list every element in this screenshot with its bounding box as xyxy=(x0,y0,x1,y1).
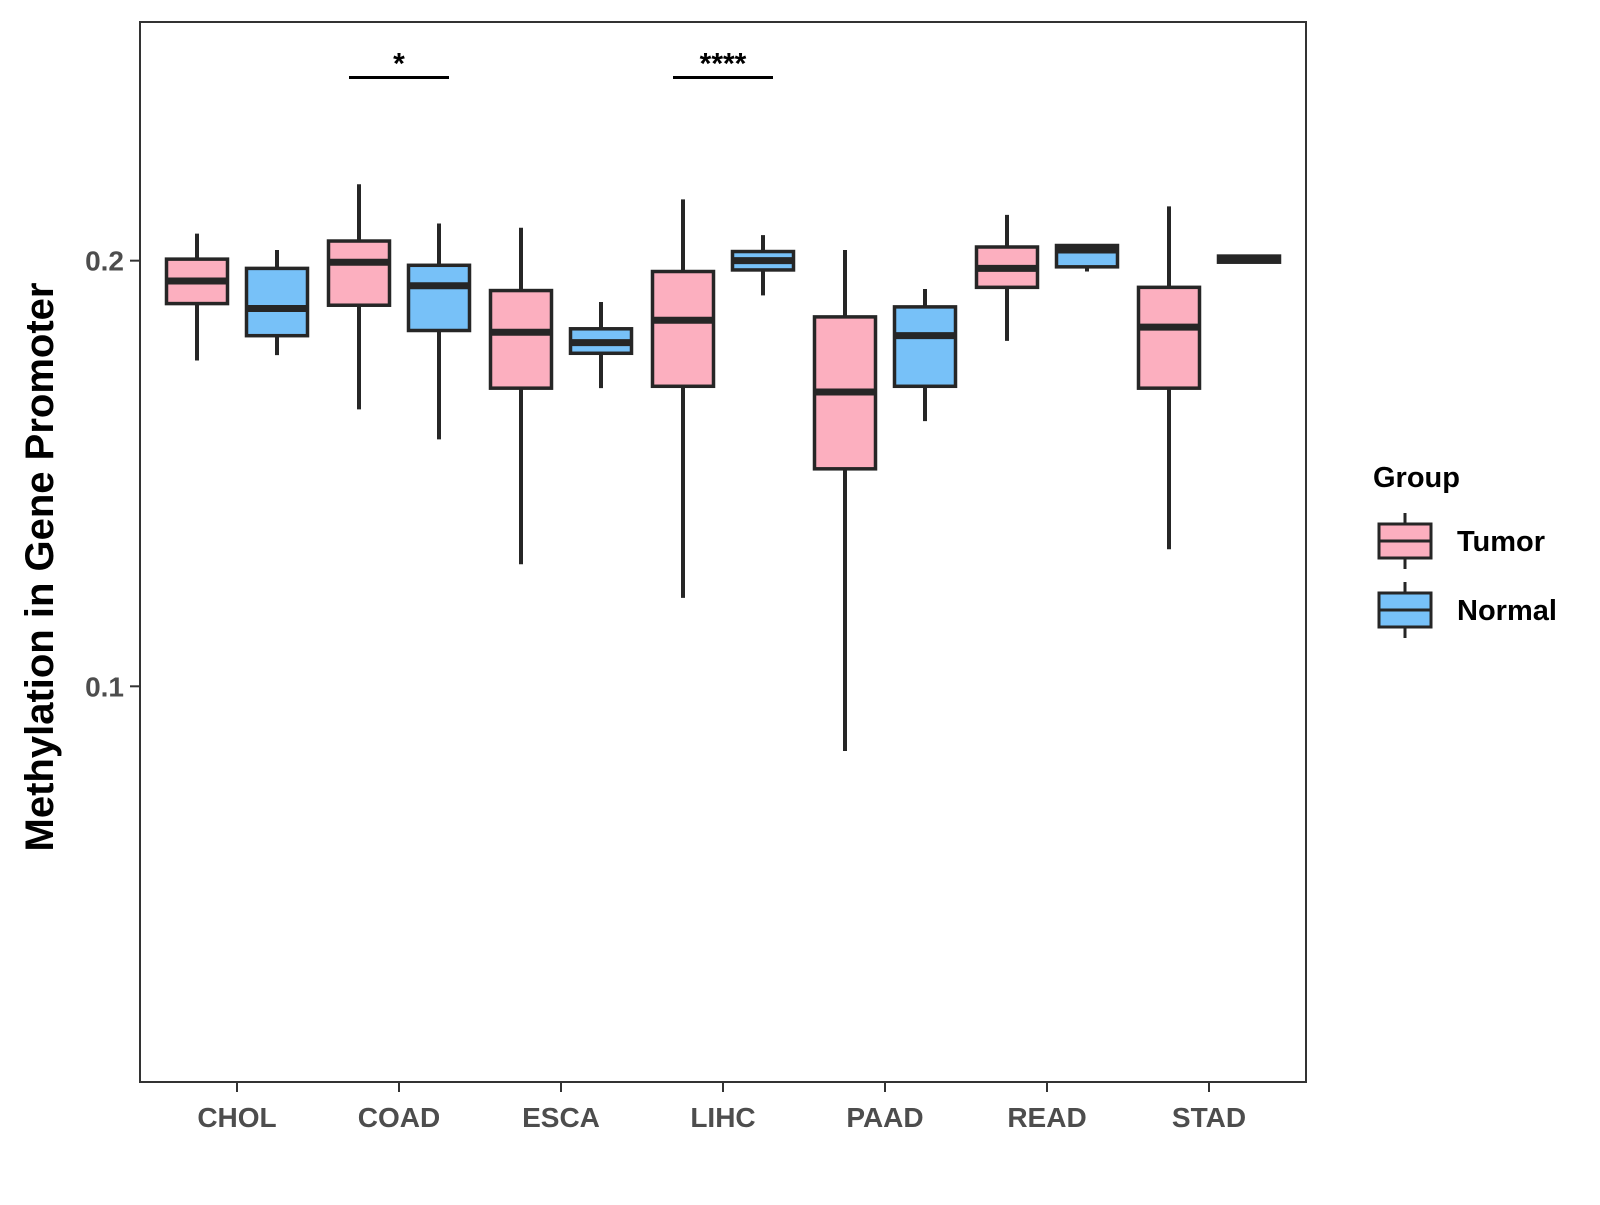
box-body xyxy=(326,239,392,307)
box-body xyxy=(406,263,472,333)
box-paad-normal xyxy=(892,288,958,422)
y-tick-label: 0.2 xyxy=(85,246,124,277)
box-stad-normal xyxy=(1216,254,1282,264)
x-tick-label: LIHC xyxy=(690,1102,755,1133)
box-read-normal xyxy=(1054,243,1120,272)
legend-label: Normal xyxy=(1457,595,1557,627)
legend-label: Tumor xyxy=(1457,526,1545,558)
plot-panel-border xyxy=(139,21,1307,1083)
plot-layer: * **** xyxy=(164,48,1282,752)
box-body xyxy=(244,266,310,338)
legend: Group Tumor Normal xyxy=(1373,462,1557,638)
significance-lihc: **** xyxy=(673,48,773,81)
x-tick-label: CHOL xyxy=(197,1102,276,1133)
box-lihc-tumor xyxy=(650,199,716,598)
y-axis-title: Methylation in Gene Promoter xyxy=(18,283,62,852)
significance-label: * xyxy=(393,48,405,81)
box-body xyxy=(1136,285,1202,390)
box-body xyxy=(892,305,958,389)
axis-layer: CHOL COAD ESCA LIHC PAAD READ STAD 0.1 0.2 xyxy=(85,246,1246,1133)
box-chol-normal xyxy=(244,250,310,356)
legend-title: Group xyxy=(1373,462,1460,494)
box-read-tumor xyxy=(974,214,1040,341)
x-tick-label: COAD xyxy=(358,1102,440,1133)
box-stad-tumor xyxy=(1136,206,1202,550)
x-tick-label: STAD xyxy=(1172,1102,1246,1133)
box-coad-normal xyxy=(406,223,472,440)
legend-item-tumor: Tumor xyxy=(1377,513,1545,569)
box-paad-tumor xyxy=(812,250,878,752)
box-body xyxy=(488,288,554,390)
significance-coad: * xyxy=(349,48,449,81)
x-tick-label: PAAD xyxy=(846,1102,923,1133)
box-lihc-normal xyxy=(730,235,796,296)
significance-label: **** xyxy=(700,48,747,81)
x-tick-label: ESCA xyxy=(522,1102,600,1133)
box-esca-tumor xyxy=(488,227,554,565)
x-tick-label: READ xyxy=(1007,1102,1086,1133)
box-chol-tumor xyxy=(164,233,230,361)
box-coad-tumor xyxy=(326,184,392,410)
legend-item-normal: Normal xyxy=(1377,582,1557,638)
box-esca-normal xyxy=(568,301,634,389)
box-body xyxy=(650,269,716,389)
y-tick-label: 0.1 xyxy=(85,671,124,702)
